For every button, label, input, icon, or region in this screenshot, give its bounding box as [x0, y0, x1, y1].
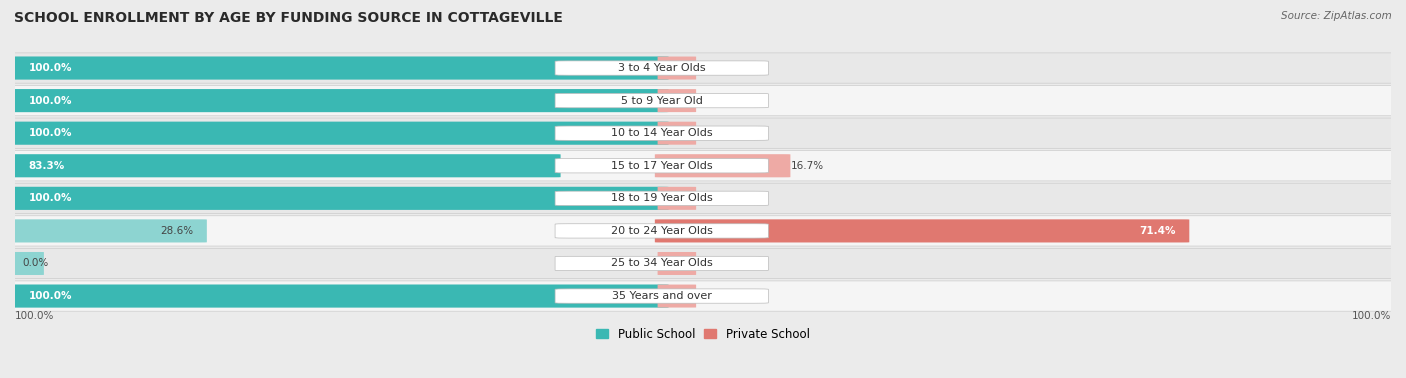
Text: 28.6%: 28.6%	[160, 226, 193, 236]
Text: 100.0%: 100.0%	[28, 96, 72, 105]
Text: 3 to 4 Year Olds: 3 to 4 Year Olds	[617, 63, 706, 73]
FancyBboxPatch shape	[8, 187, 669, 210]
FancyBboxPatch shape	[8, 56, 669, 80]
FancyBboxPatch shape	[8, 285, 669, 308]
FancyBboxPatch shape	[658, 187, 696, 210]
FancyBboxPatch shape	[658, 89, 696, 112]
Text: 0.0%: 0.0%	[700, 193, 727, 203]
Text: 20 to 24 Year Olds: 20 to 24 Year Olds	[610, 226, 713, 236]
FancyBboxPatch shape	[8, 154, 561, 177]
FancyBboxPatch shape	[555, 191, 768, 206]
FancyBboxPatch shape	[8, 183, 1398, 214]
FancyBboxPatch shape	[658, 252, 696, 275]
Text: 0.0%: 0.0%	[700, 128, 727, 138]
FancyBboxPatch shape	[555, 256, 768, 271]
FancyBboxPatch shape	[555, 224, 768, 238]
Text: 16.7%: 16.7%	[790, 161, 824, 171]
FancyBboxPatch shape	[658, 122, 696, 145]
FancyBboxPatch shape	[658, 57, 696, 79]
Text: 5 to 9 Year Old: 5 to 9 Year Old	[621, 96, 703, 105]
FancyBboxPatch shape	[555, 159, 768, 173]
Text: 25 to 34 Year Olds: 25 to 34 Year Olds	[610, 259, 713, 268]
Text: 35 Years and over: 35 Years and over	[612, 291, 711, 301]
FancyBboxPatch shape	[8, 118, 1398, 148]
FancyBboxPatch shape	[8, 122, 669, 145]
Text: 10 to 14 Year Olds: 10 to 14 Year Olds	[612, 128, 713, 138]
FancyBboxPatch shape	[658, 285, 696, 308]
FancyBboxPatch shape	[8, 219, 207, 242]
Text: 100.0%: 100.0%	[28, 128, 72, 138]
Text: SCHOOL ENROLLMENT BY AGE BY FUNDING SOURCE IN COTTAGEVILLE: SCHOOL ENROLLMENT BY AGE BY FUNDING SOUR…	[14, 11, 562, 25]
Text: 0.0%: 0.0%	[22, 259, 48, 268]
Text: 100.0%: 100.0%	[1351, 311, 1391, 321]
FancyBboxPatch shape	[555, 93, 768, 108]
FancyBboxPatch shape	[555, 61, 768, 75]
Text: 83.3%: 83.3%	[28, 161, 65, 171]
FancyBboxPatch shape	[8, 150, 1398, 181]
FancyBboxPatch shape	[11, 252, 44, 275]
FancyBboxPatch shape	[555, 126, 768, 140]
Text: 100.0%: 100.0%	[28, 193, 72, 203]
FancyBboxPatch shape	[8, 248, 1398, 279]
Text: 100.0%: 100.0%	[15, 311, 55, 321]
Text: 0.0%: 0.0%	[700, 63, 727, 73]
Text: Source: ZipAtlas.com: Source: ZipAtlas.com	[1281, 11, 1392, 21]
FancyBboxPatch shape	[8, 216, 1398, 246]
Text: 15 to 17 Year Olds: 15 to 17 Year Olds	[612, 161, 713, 171]
FancyBboxPatch shape	[655, 154, 790, 177]
Text: 0.0%: 0.0%	[700, 259, 727, 268]
Text: 0.0%: 0.0%	[700, 96, 727, 105]
FancyBboxPatch shape	[8, 281, 1398, 311]
FancyBboxPatch shape	[8, 85, 1398, 116]
Text: 71.4%: 71.4%	[1139, 226, 1175, 236]
Legend: Public School, Private School: Public School, Private School	[592, 323, 814, 346]
Text: 0.0%: 0.0%	[700, 291, 727, 301]
FancyBboxPatch shape	[8, 53, 1398, 83]
Text: 100.0%: 100.0%	[28, 291, 72, 301]
Text: 100.0%: 100.0%	[28, 63, 72, 73]
FancyBboxPatch shape	[8, 89, 669, 112]
FancyBboxPatch shape	[655, 219, 1189, 242]
FancyBboxPatch shape	[555, 289, 768, 303]
Text: 18 to 19 Year Olds: 18 to 19 Year Olds	[610, 193, 713, 203]
